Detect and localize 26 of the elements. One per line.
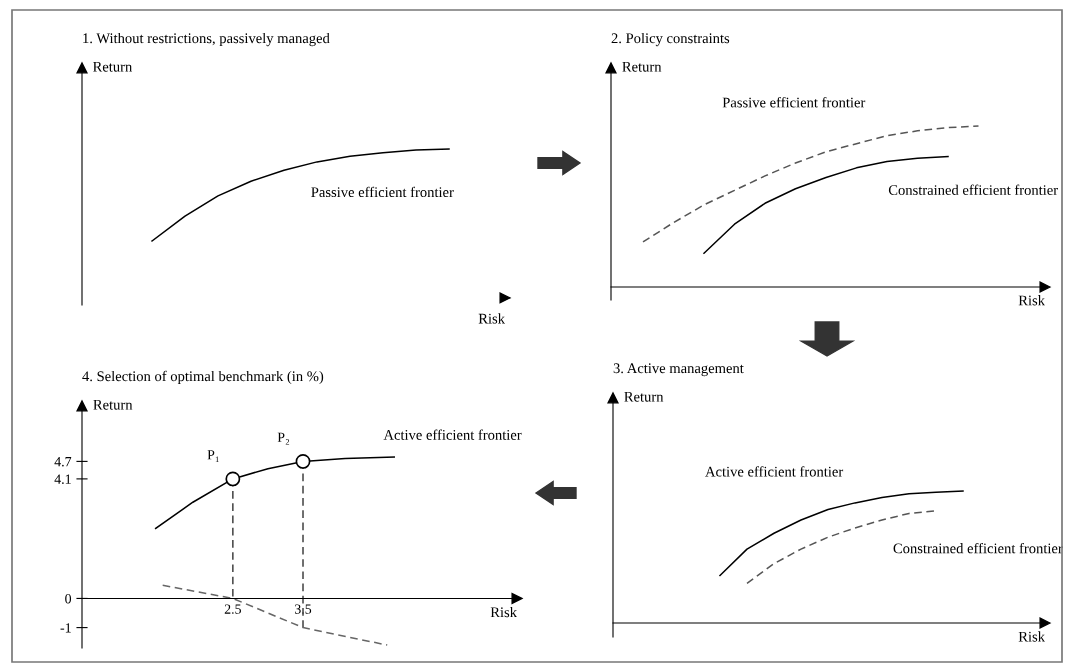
x-axis-title: Risk	[1018, 295, 1045, 306]
series-label: Active efficient frontier	[383, 429, 522, 440]
y-tick-label: 0	[65, 594, 72, 604]
y-axis-title: Return	[624, 391, 664, 402]
chart-title: 3. Active management	[613, 363, 744, 377]
y-axis-title: Return	[622, 61, 662, 72]
y-tick-label: 4.7	[54, 457, 72, 467]
x-axis-title: Risk	[490, 606, 517, 618]
y-axis-title: Return	[92, 61, 133, 72]
annotation: P₂	[277, 432, 290, 445]
annotation: P₁	[207, 450, 219, 463]
y-axis-title: Return	[93, 399, 133, 410]
y-tick-label: 4.1	[54, 474, 71, 484]
x-tick-label: 3.5	[294, 604, 312, 614]
chart-title: 2. Policy constraints	[611, 32, 730, 47]
x-tick-label: 2.5	[224, 604, 241, 614]
text: Passive efficient frontier	[722, 97, 866, 108]
series-label: Constrained efficient frontier	[893, 542, 1063, 554]
chart-title: 4. Selection of optimal benchmark (in %)	[82, 370, 324, 385]
x-axis-title: Risk	[1018, 631, 1045, 642]
chart-title: 1. Without restrictions, passively managed	[83, 32, 330, 47]
series-label: Passive efficient frontier	[311, 186, 454, 198]
x-axis-title: Risk	[478, 313, 505, 324]
series-label: Constrained efficient frontier	[888, 184, 1058, 195]
y-tick-label: -1	[60, 623, 71, 633]
series-label: Active efficient frontier	[705, 466, 844, 477]
